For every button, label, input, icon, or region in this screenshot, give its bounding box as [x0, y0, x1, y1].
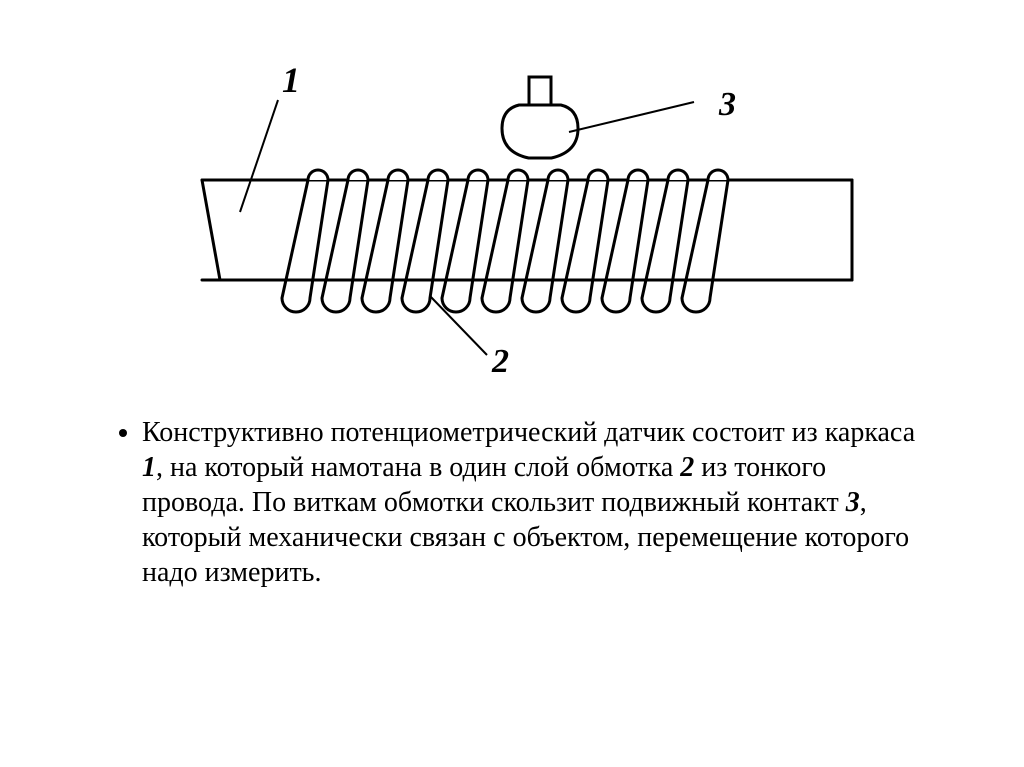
diagram-container: 1 2 3 — [132, 40, 892, 385]
caption-block: Конструктивно потенциометрический датчик… — [72, 415, 952, 590]
diagram-label-1: 1 — [282, 60, 300, 100]
caption-text: Конструктивно потенциометрический датчик… — [142, 415, 922, 590]
diagram-label-2: 2 — [491, 343, 509, 380]
potentiometer-diagram: 1 2 3 — [132, 40, 892, 380]
diagram-label-3: 3 — [718, 86, 736, 123]
